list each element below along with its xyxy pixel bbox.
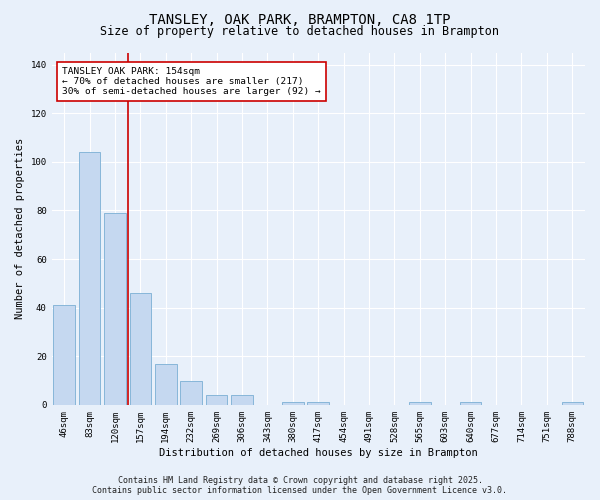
- Bar: [130, 293, 151, 405]
- Bar: [155, 364, 176, 405]
- Y-axis label: Number of detached properties: Number of detached properties: [15, 138, 25, 320]
- Bar: [181, 380, 202, 405]
- Text: Contains HM Land Registry data © Crown copyright and database right 2025.
Contai: Contains HM Land Registry data © Crown c…: [92, 476, 508, 495]
- Bar: [79, 152, 100, 405]
- Bar: [231, 395, 253, 405]
- Bar: [307, 402, 329, 405]
- Text: TANSLEY, OAK PARK, BRAMPTON, CA8 1TP: TANSLEY, OAK PARK, BRAMPTON, CA8 1TP: [149, 12, 451, 26]
- Bar: [53, 305, 75, 405]
- Bar: [206, 395, 227, 405]
- Bar: [104, 213, 126, 405]
- Bar: [562, 402, 583, 405]
- Text: Size of property relative to detached houses in Brampton: Size of property relative to detached ho…: [101, 25, 499, 38]
- Bar: [409, 402, 431, 405]
- X-axis label: Distribution of detached houses by size in Brampton: Distribution of detached houses by size …: [159, 448, 478, 458]
- Text: TANSLEY OAK PARK: 154sqm
← 70% of detached houses are smaller (217)
30% of semi-: TANSLEY OAK PARK: 154sqm ← 70% of detach…: [62, 66, 321, 96]
- Bar: [282, 402, 304, 405]
- Bar: [460, 402, 481, 405]
